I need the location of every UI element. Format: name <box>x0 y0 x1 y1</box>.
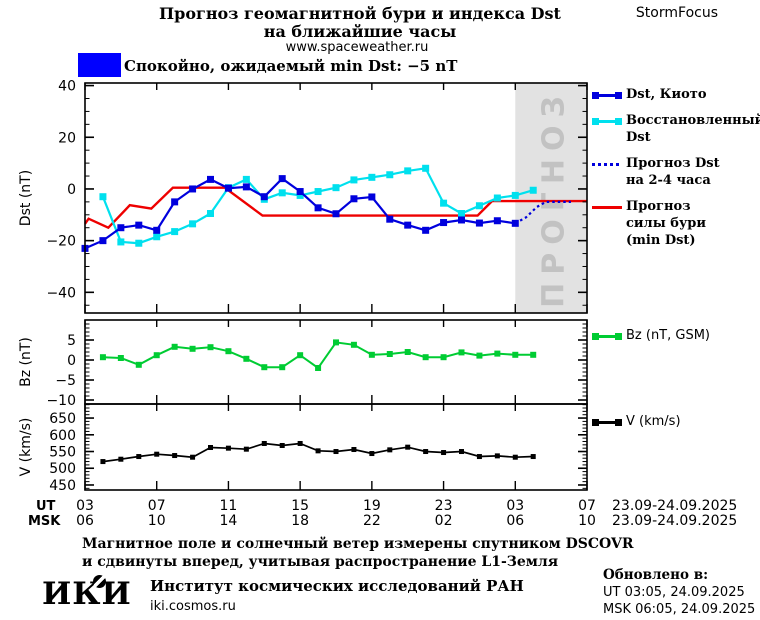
page-subtitle: на ближайшие часы <box>263 22 457 41</box>
ut-row-label: UT <box>36 499 56 514</box>
page-title: Прогноз геомагнитной бури и индекса Dst <box>159 4 561 23</box>
y-tick-label: 20 <box>58 130 76 146</box>
storm-status-label: Спокойно, ожидаемый min Dst: −5 nT <box>124 57 458 75</box>
y-tick-label: −40 <box>46 285 76 301</box>
msk-tick-label: 06 <box>76 513 94 529</box>
y-tick-label: 5 <box>67 333 76 349</box>
msk-row-label: MSK <box>28 514 61 529</box>
dst-axis-label: Dst (nT) <box>18 170 34 226</box>
source-url: www.spaceweather.ru <box>285 40 429 55</box>
msk-tick-label: 14 <box>220 513 238 529</box>
v-axis-label: V (km/s) <box>18 418 34 477</box>
ut-tick-label: 03 <box>506 498 524 514</box>
storm-forecast-line <box>84 186 587 230</box>
dst-chart-panel: ПРОГНОЗ −40 −20 0 20 40 Dst (nT) <box>18 79 588 314</box>
updated-msk: MSK 06:05, 24.09.2025 <box>603 602 756 617</box>
legend-item-dst-kyoto: Dst, Киото <box>592 86 757 103</box>
ut-tick-label: 03 <box>76 498 94 514</box>
y-tick-label: 600 <box>49 428 76 444</box>
msk-tick-label: 06 <box>506 513 524 529</box>
bz-axis-label: Bz (nT) <box>18 337 34 387</box>
ut-tick-label: 19 <box>363 498 381 514</box>
v-swatch-icon <box>592 418 622 427</box>
y-tick-label: 550 <box>49 445 76 461</box>
dst-kyoto-swatch-icon <box>592 91 622 100</box>
brand-label: StormFocus <box>635 5 718 21</box>
ut-tick-label: 07 <box>578 498 596 514</box>
iki-logo-satellite-icon: К <box>72 575 106 612</box>
forecast-region <box>515 83 587 313</box>
data-source-note-line2: и сдвинуты вперед, учитывая распростране… <box>82 554 559 570</box>
y-tick-label: −5 <box>55 373 76 389</box>
y-tick-label: 0 <box>67 353 76 369</box>
ut-tick-label: 15 <box>291 498 309 514</box>
msk-tick-label: 18 <box>291 513 309 529</box>
legend-item-storm-forecast: Прогноз силы бури (min Dst) <box>592 198 757 249</box>
y-tick-label: −20 <box>46 234 76 250</box>
y-tick-label: 0 <box>67 182 76 198</box>
updated-ut: UT 03:05, 24.09.2025 <box>603 585 745 600</box>
institute-name: Институт космических исследований РАН <box>150 577 524 595</box>
ut-tick-label: 23 <box>435 498 453 514</box>
y-tick-label: 500 <box>49 461 76 477</box>
institute-site: iki.cosmos.ru <box>150 599 236 614</box>
bz-series <box>99 339 537 371</box>
main-legend: Dst, Киото Восстановленный Dst Прогноз D… <box>592 86 760 258</box>
legend-item-bz: Bz (nT, GSM) <box>592 327 710 344</box>
msk-tick-label: 22 <box>363 513 381 529</box>
ut-tick-label: 07 <box>148 498 166 514</box>
dst-forecast-dotted <box>514 200 571 225</box>
y-tick-label: −10 <box>46 393 76 409</box>
y-tick-label: 650 <box>49 411 76 427</box>
msk-tick-label: 02 <box>435 513 453 529</box>
y-tick-label: 450 <box>49 478 76 494</box>
v-series <box>100 440 536 465</box>
bz-legend: Bz (nT, GSM) <box>592 327 710 353</box>
msk-tick-label: 10 <box>578 513 596 529</box>
bz-chart-panel: −10 −5 0 5 Bz (nT) <box>18 319 588 409</box>
updated-label: Обновлено в: <box>603 567 709 583</box>
msk-date-range: 23.09-24.09.2025 <box>612 513 737 529</box>
iki-logo: ИКИ <box>42 575 132 612</box>
storm-level-flag <box>78 53 121 77</box>
legend-item-dst-forecast: Прогноз Dst на 2-4 часа <box>592 155 757 189</box>
y-tick-label: 40 <box>58 79 76 95</box>
bz-swatch-icon <box>592 332 622 341</box>
data-source-note-line1: Магнитное поле и солнечный ветер измерен… <box>82 536 634 552</box>
msk-tick-label: 10 <box>148 513 166 529</box>
v-legend: V (km/s) <box>592 413 681 439</box>
restored-dst-swatch-icon <box>592 117 622 126</box>
legend-item-v: V (km/s) <box>592 413 681 430</box>
dst-forecast-swatch-icon <box>592 160 622 169</box>
ut-tick-label: 11 <box>220 498 238 514</box>
ut-date-range: 23.09-24.09.2025 <box>612 498 737 514</box>
legend-item-restored-dst: Восстановленный Dst <box>592 112 760 146</box>
forecast-watermark: ПРОГНОЗ <box>537 88 572 308</box>
storm-forecast-swatch-icon <box>592 203 622 212</box>
